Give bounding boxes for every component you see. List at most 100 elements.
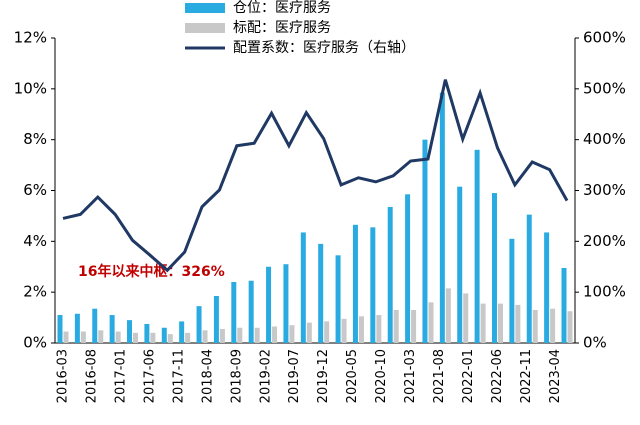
bar [341, 318, 347, 343]
bar [63, 331, 69, 343]
x-tick-label: 2022-01 [461, 349, 476, 403]
bar [324, 321, 330, 343]
bar [161, 327, 167, 343]
bar [133, 332, 139, 343]
y2-tick-label: 100% [583, 283, 626, 301]
bar [272, 326, 278, 343]
bar [515, 304, 521, 343]
y2-tick-label: 200% [583, 232, 626, 250]
x-tick-label: 2019-12 [316, 349, 331, 403]
bar [300, 232, 306, 343]
bar [213, 295, 219, 343]
bar [550, 308, 556, 343]
bar [457, 186, 463, 343]
bar [237, 327, 243, 343]
y-tick-label: 8% [23, 130, 47, 148]
y-tick-label: 4% [23, 232, 47, 250]
bar [422, 139, 428, 343]
bar [509, 238, 515, 343]
bar [196, 306, 202, 343]
bar [352, 224, 358, 343]
x-tick-label: 2023-04 [548, 349, 563, 403]
x-tick-label: 2021-03 [403, 349, 418, 403]
y2-tick-label: 400% [583, 130, 626, 148]
bar [248, 280, 254, 343]
bar [428, 302, 434, 343]
bar [306, 322, 312, 343]
bar [231, 282, 237, 343]
bar [474, 149, 480, 343]
x-tick-label: 2020-10 [374, 349, 389, 403]
bar [370, 227, 376, 343]
bar [179, 321, 185, 343]
x-tick-label: 2022-06 [490, 349, 505, 403]
bar [405, 194, 411, 343]
bar [532, 309, 538, 343]
bar [497, 303, 503, 343]
bar [167, 334, 173, 343]
bar [127, 320, 133, 343]
bar [526, 214, 532, 343]
bar [185, 332, 191, 343]
annotation: 16年以来中枢：326% [78, 263, 225, 280]
y-tick-label: 12% [14, 29, 47, 47]
bar [109, 315, 115, 343]
bar [463, 293, 469, 343]
bar [115, 331, 121, 343]
bar [98, 330, 104, 343]
bar [202, 330, 208, 343]
bar [254, 327, 260, 343]
bar [144, 323, 150, 343]
x-tick-label: 2019-02 [258, 349, 273, 403]
bar [150, 332, 156, 343]
bar [387, 207, 393, 343]
bar [411, 309, 417, 343]
y-tick-label: 6% [23, 181, 47, 199]
bar [567, 311, 573, 343]
bar [376, 315, 382, 343]
y-tick-label: 10% [14, 79, 47, 97]
legend-label: 仓位：医疗服务 [233, 0, 331, 16]
x-tick-label: 2018-09 [229, 349, 244, 403]
y2-tick-label: 300% [583, 181, 626, 199]
bar [358, 316, 364, 343]
y-tick-label: 2% [23, 283, 47, 301]
legend-label: 配置系数：医疗服务（右轴） [233, 40, 415, 56]
y2-tick-label: 600% [583, 29, 626, 47]
bar [266, 266, 272, 343]
legend-swatch [185, 3, 225, 13]
bar [561, 268, 567, 343]
x-tick-label: 2016-03 [56, 349, 71, 403]
x-tick-label: 2022-11 [519, 349, 534, 403]
x-tick-label: 2021-08 [432, 349, 447, 403]
bar [283, 264, 289, 343]
y2-tick-label: 0% [583, 334, 607, 352]
x-tick-label: 2019-07 [287, 349, 302, 403]
line [62, 79, 569, 273]
y2-tick-label: 500% [583, 79, 626, 97]
x-tick-label: 2017-06 [142, 349, 157, 403]
bar [445, 288, 451, 343]
x-tick-label: 2020-05 [345, 349, 360, 403]
bar [335, 255, 341, 343]
bar [544, 232, 550, 343]
legend-label: 标配：医疗服务 [233, 20, 331, 36]
x-tick-label: 2016-08 [84, 349, 99, 403]
x-tick-label: 2017-01 [113, 349, 128, 403]
bar [439, 92, 445, 343]
bar [318, 243, 324, 343]
bar [74, 313, 80, 343]
bar [393, 309, 399, 343]
bar [57, 315, 63, 343]
legend-swatch [185, 23, 225, 33]
bar [92, 308, 98, 343]
bar [219, 329, 225, 343]
x-tick-label: 2017-11 [171, 349, 186, 403]
x-tick-label: 2018-04 [200, 349, 215, 403]
bar [480, 303, 486, 343]
bar [491, 193, 497, 343]
bar [80, 331, 86, 343]
bar [289, 325, 295, 343]
y-tick-label: 0% [23, 334, 47, 352]
